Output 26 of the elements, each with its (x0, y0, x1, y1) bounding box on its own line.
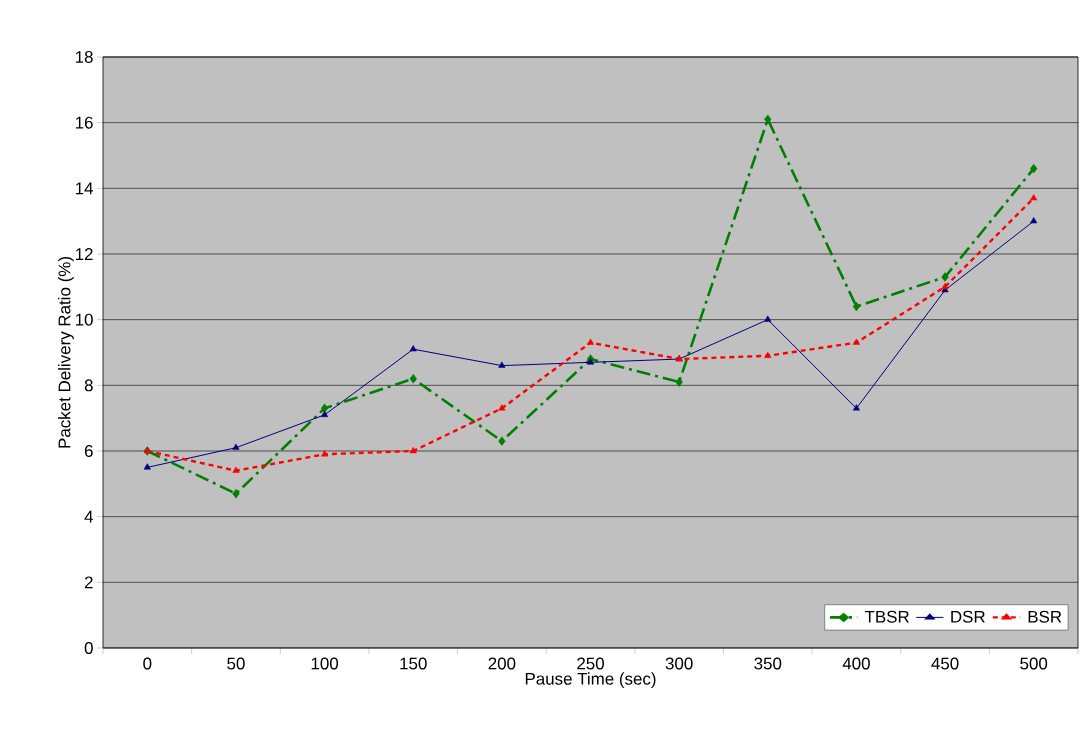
y-tick-label: 8 (84, 379, 93, 392)
y-tick-label: 14 (75, 182, 93, 195)
legend-label: TBSR (864, 610, 909, 623)
legend-label: BSR (1028, 610, 1062, 623)
y-tick-label: 10 (75, 313, 93, 326)
x-tick-label: 400 (842, 657, 870, 670)
x-tick-label: 0 (143, 657, 152, 670)
x-tick-label: 50 (227, 657, 245, 670)
x-tick-label: 100 (311, 657, 339, 670)
y-tick-label: 4 (84, 510, 93, 523)
y-tick-label: 0 (84, 641, 93, 654)
y-tick-label: 16 (75, 116, 93, 129)
x-tick-label: 450 (931, 657, 959, 670)
y-tick-label: 2 (84, 576, 93, 589)
y-tick-label: 6 (84, 444, 93, 457)
y-tick-label: 12 (75, 248, 93, 260)
x-tick-label: 300 (665, 657, 693, 670)
y-axis-title: Packet Delivery Ratio (%) (58, 257, 74, 448)
x-tick-label: 250 (577, 657, 604, 670)
x-axis-title: Pause Time (sec) (525, 672, 656, 689)
y-tick-label: 18 (75, 50, 93, 63)
x-tick-label: 150 (400, 657, 427, 670)
legend-label: DSR (951, 610, 985, 623)
x-tick-label: 500 (1020, 657, 1048, 670)
x-tick-label: 200 (488, 657, 516, 670)
x-tick-label: 350 (754, 657, 782, 670)
